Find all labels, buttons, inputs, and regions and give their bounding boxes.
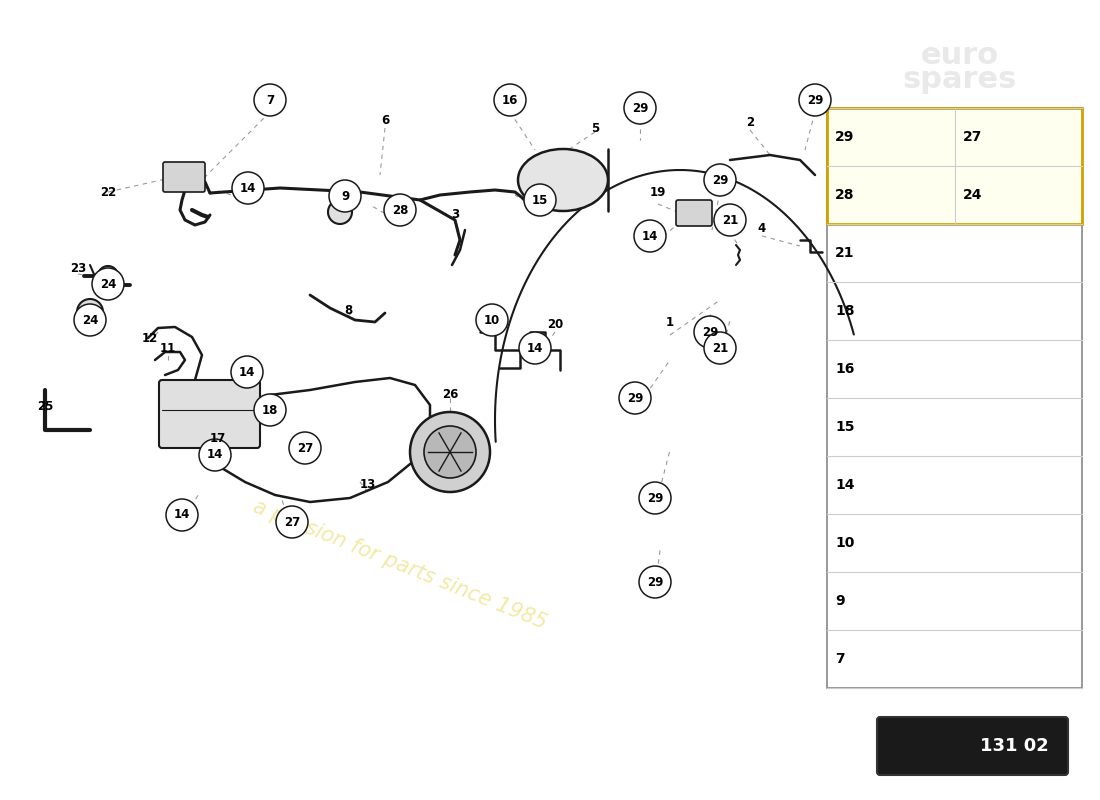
Circle shape [524,184,556,216]
Text: 29: 29 [806,94,823,106]
Circle shape [694,316,726,348]
Text: 9: 9 [341,190,349,202]
Text: a passion for parts since 1985: a passion for parts since 1985 [250,497,550,634]
Circle shape [410,412,490,492]
Circle shape [384,194,416,226]
Text: 5: 5 [591,122,600,134]
Circle shape [98,266,118,286]
Text: 20: 20 [547,318,563,330]
Circle shape [714,204,746,236]
Circle shape [77,299,103,325]
Text: 27: 27 [297,442,313,454]
Text: 24: 24 [81,314,98,326]
Text: 28: 28 [392,203,408,217]
Text: 29: 29 [631,102,648,114]
Text: 18: 18 [835,304,855,318]
Circle shape [704,164,736,196]
Text: 21: 21 [835,246,855,260]
Text: 17: 17 [210,431,227,445]
Text: spares: spares [903,66,1018,94]
Circle shape [329,180,361,212]
Text: 7: 7 [266,94,274,106]
Text: 29: 29 [627,391,644,405]
Text: 27: 27 [284,515,300,529]
Text: 6: 6 [381,114,389,126]
Text: 29: 29 [647,491,663,505]
Circle shape [74,304,106,336]
Text: 16: 16 [835,362,855,376]
Text: 27: 27 [962,130,982,144]
Circle shape [92,268,124,300]
Text: 4: 4 [758,222,766,234]
Text: 24: 24 [100,278,117,290]
Text: 14: 14 [240,182,256,194]
Text: 14: 14 [641,230,658,242]
Circle shape [289,432,321,464]
Ellipse shape [518,149,608,211]
Circle shape [328,200,352,224]
Circle shape [254,394,286,426]
Text: 21: 21 [712,342,728,354]
Text: 29: 29 [712,174,728,186]
Text: 25: 25 [36,401,53,414]
Text: 7: 7 [835,652,845,666]
Text: 14: 14 [527,342,543,354]
FancyBboxPatch shape [827,108,1082,224]
Circle shape [494,84,526,116]
Text: 29: 29 [647,575,663,589]
Circle shape [619,382,651,414]
Text: 3: 3 [451,209,459,222]
Circle shape [424,426,476,478]
Circle shape [476,304,508,336]
FancyBboxPatch shape [160,380,260,448]
Text: 1: 1 [666,315,674,329]
Text: 28: 28 [835,188,855,202]
Text: 24: 24 [962,188,982,202]
Circle shape [519,332,551,364]
Text: 29: 29 [702,326,718,338]
Text: 23: 23 [70,262,86,274]
Circle shape [624,92,656,124]
Text: 14: 14 [174,509,190,522]
Circle shape [639,482,671,514]
Text: 13: 13 [360,478,376,491]
FancyBboxPatch shape [877,717,1068,775]
Text: 14: 14 [207,449,223,462]
Text: 21: 21 [722,214,738,226]
Text: 14: 14 [239,366,255,378]
FancyBboxPatch shape [163,162,205,192]
FancyBboxPatch shape [827,108,1082,688]
Text: 10: 10 [484,314,500,326]
Text: 15: 15 [531,194,548,206]
Circle shape [634,220,665,252]
FancyBboxPatch shape [676,200,712,226]
Text: 29: 29 [835,130,855,144]
Text: 22: 22 [100,186,117,198]
Circle shape [799,84,830,116]
Circle shape [166,499,198,531]
Text: 14: 14 [835,478,855,492]
Circle shape [232,172,264,204]
Text: 11: 11 [160,342,176,354]
Text: 19: 19 [650,186,667,198]
Circle shape [639,566,671,598]
Text: 8: 8 [344,303,352,317]
Circle shape [704,332,736,364]
Text: 9: 9 [835,594,845,608]
Circle shape [199,439,231,471]
Text: 10: 10 [835,536,855,550]
Text: 26: 26 [442,387,459,401]
Text: 131 02: 131 02 [980,737,1048,755]
Text: euro: euro [921,41,999,70]
Text: 18: 18 [262,403,278,417]
Circle shape [231,356,263,388]
Circle shape [276,506,308,538]
Text: 15: 15 [835,420,855,434]
Text: 2: 2 [746,115,755,129]
Text: 16: 16 [502,94,518,106]
Circle shape [254,84,286,116]
Text: 12: 12 [142,331,158,345]
